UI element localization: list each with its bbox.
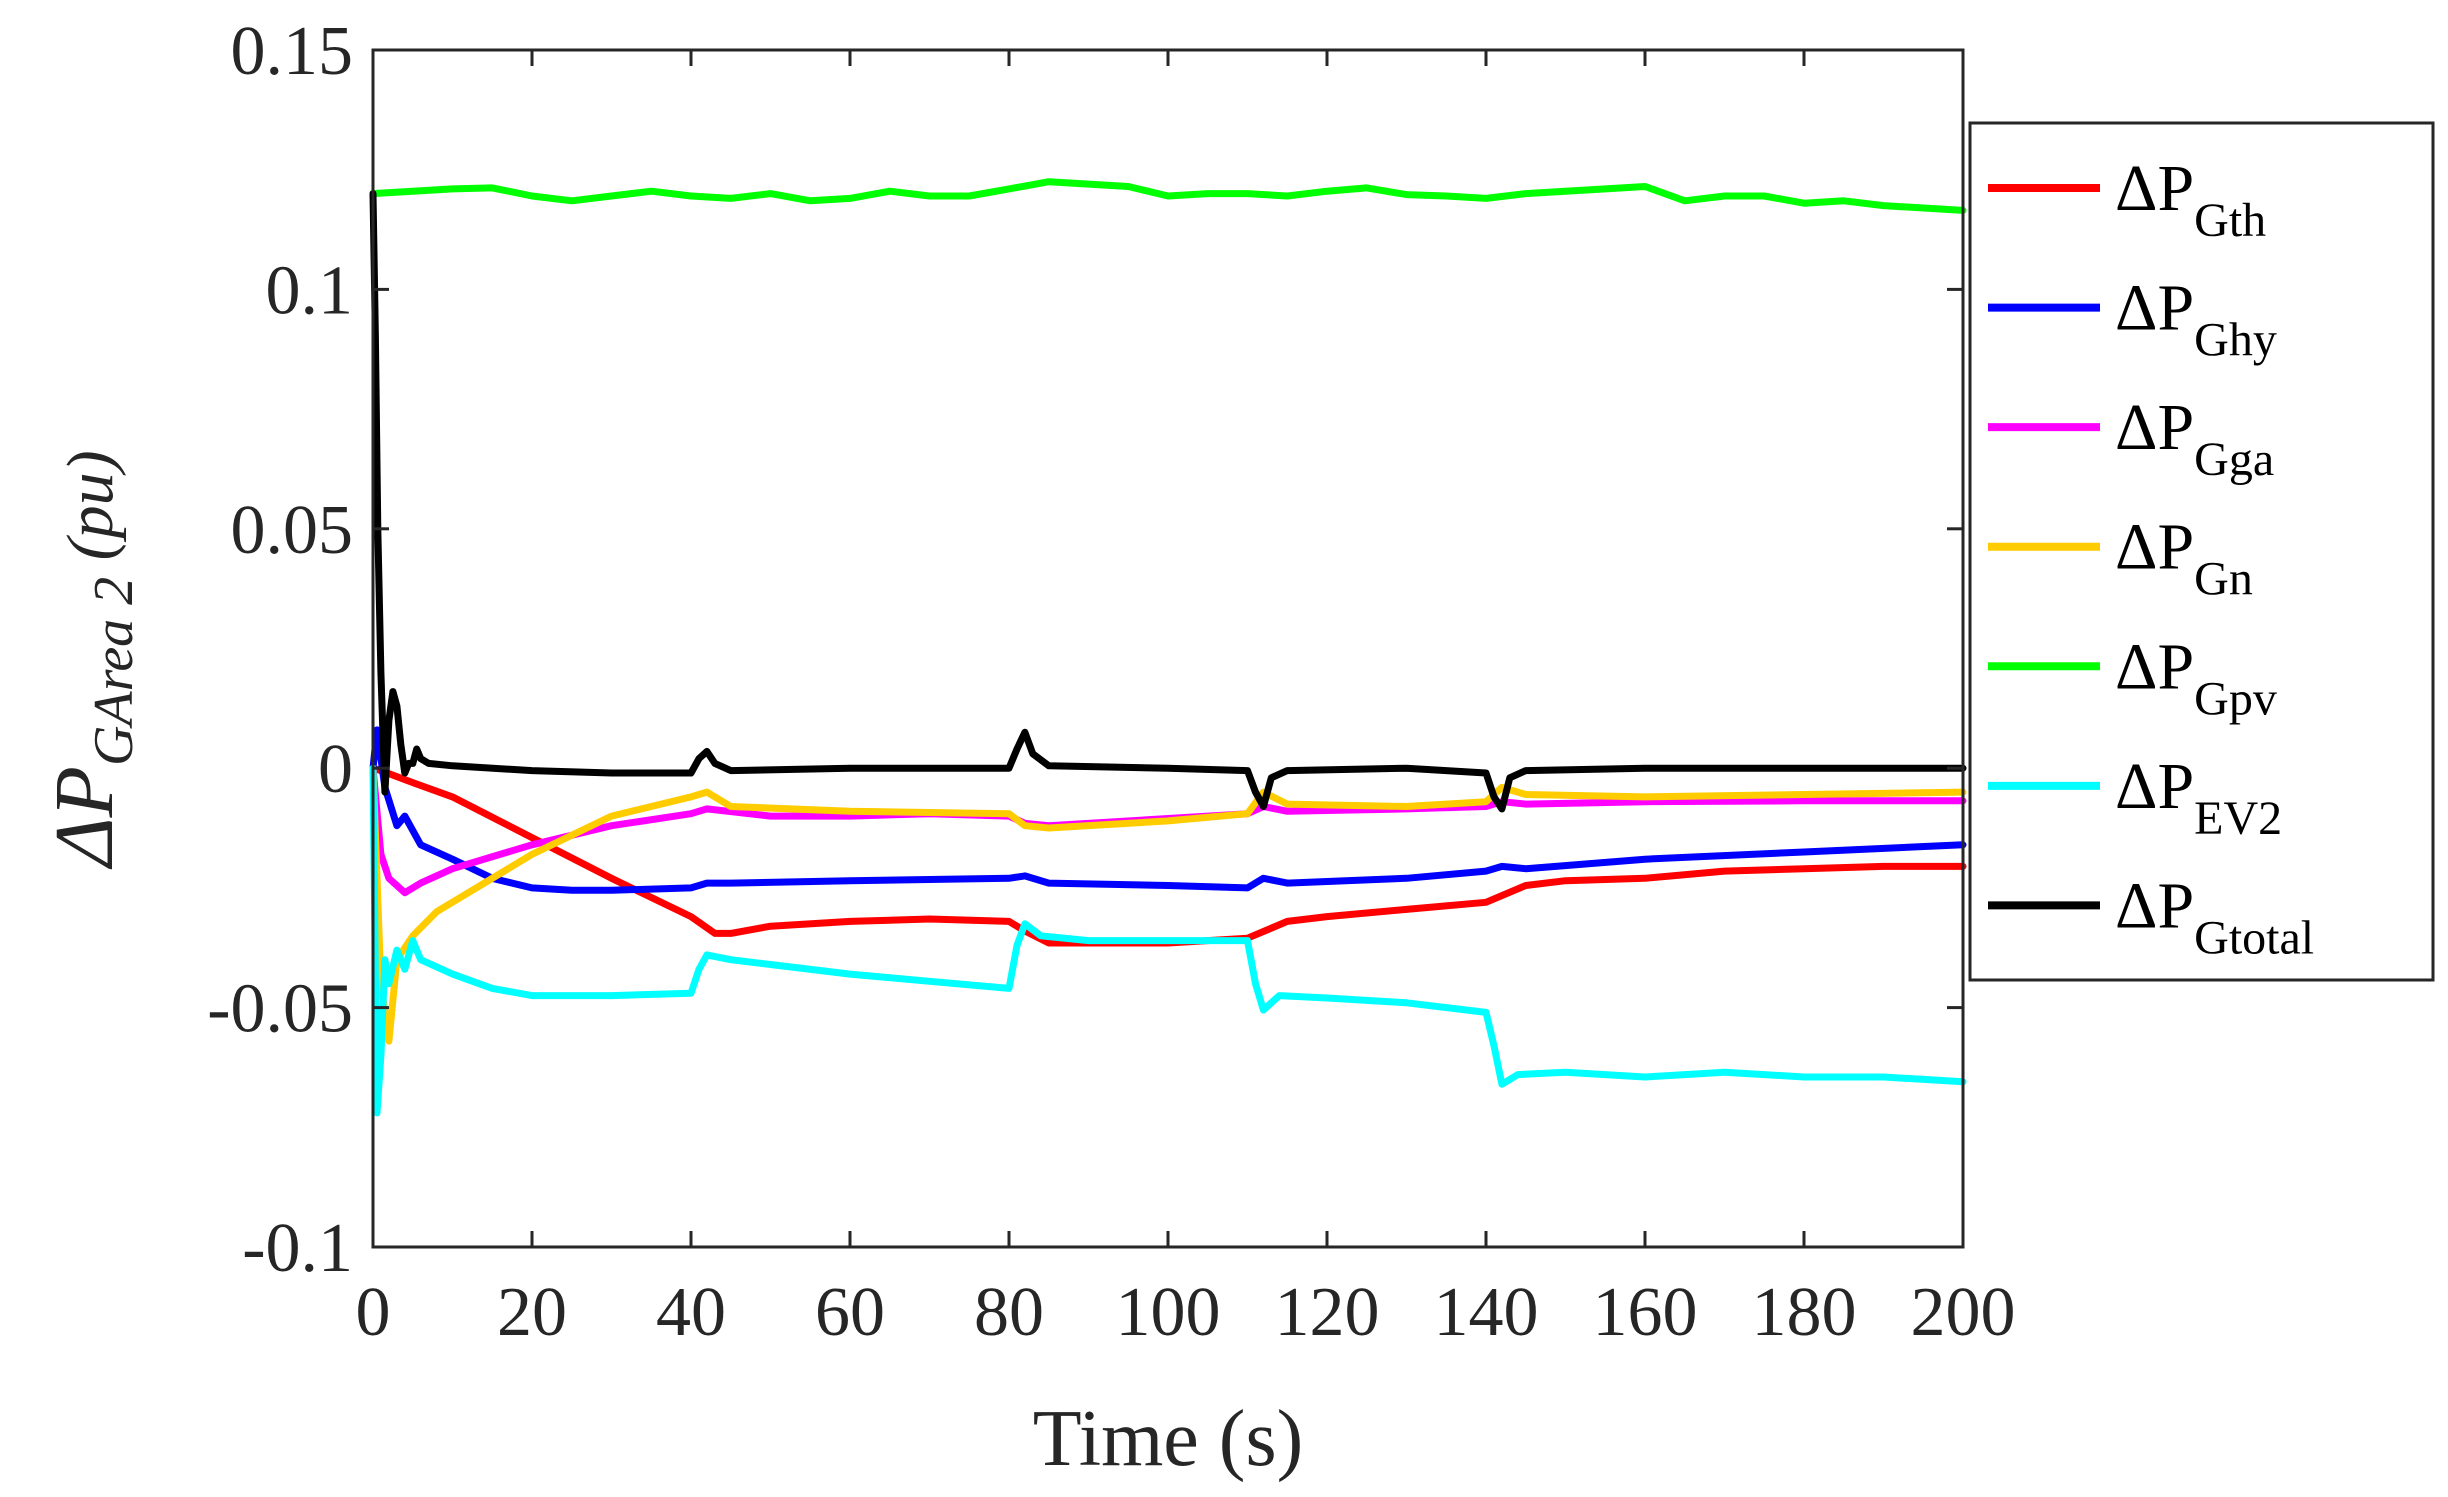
x-tick-label: 20 [497,1274,567,1351]
legend-items: ΔPGth ΔPGhy ΔPGga ΔPGn ΔPGpv ΔPEV2 ΔPGtotal [1988,152,2314,964]
legend-item-gpv: ΔPGpv [1988,630,2277,725]
legend-item-ghy: ΔPGhy [1988,272,2277,367]
x-tick-label: 60 [815,1274,885,1351]
series-line-gn [369,764,1967,1045]
x-tick-label: 120 [1275,1274,1380,1351]
plot-lines [369,178,1967,1117]
legend-label: ΔPGhy [2115,272,2277,367]
legend-label: ΔPGtotal [2115,869,2314,964]
legend-item-gth: ΔPGth [1988,152,2266,247]
x-tick-label: 180 [1752,1274,1857,1351]
x-axis-label: Time (s) [1033,1395,1303,1483]
x-tick-label: 80 [974,1274,1044,1351]
x-tick-label: 40 [656,1274,726,1351]
series-line-ghy [369,726,1967,894]
legend-label: ΔPGn [2115,511,2253,606]
legend-label: ΔPEV2 [2115,750,2282,845]
x-tick-label: 160 [1593,1274,1698,1351]
legend: ΔPGth ΔPGhy ΔPGga ΔPGn ΔPGpv ΔPEV2 ΔPGtotal [1968,121,2435,982]
y-tick-label: 0.05 [231,492,354,569]
axis-tick-labels: 0 20 40 60 80 100 120 140 160 180 200 -0.1 -0.05 0 0.0… [207,13,2015,1351]
y-axis-label-unit: (pu) [54,450,127,576]
legend-label: ΔPGga [2115,391,2274,486]
y-tick-label: 0.15 [231,13,354,90]
y-tick-label: -0.1 [242,1210,353,1287]
series-line-ev2 [369,764,1967,1117]
series-line-gth [369,764,1967,947]
legend-box [1968,121,2435,982]
series-line-gpv [369,178,1967,214]
x-tick-label: 0 [356,1274,391,1351]
legend-item-gn: ΔPGn [1988,511,2253,606]
y-tick-label: 0.1 [266,252,354,329]
series-line-gtotal [369,190,1967,813]
legend-item-ev2: ΔPEV2 [1988,750,2282,845]
x-tick-label: 100 [1116,1274,1221,1351]
y-axis-label-main: ΔP [38,766,131,870]
x-tick-label: 200 [1911,1274,2016,1351]
legend-item-gga: ΔPGga [1988,391,2274,486]
y-tick-label: 0 [318,731,353,808]
y-axis-label: ΔPGArea 2 (pu) [38,450,145,869]
legend-item-gtotal: ΔPGtotal [1988,869,2314,964]
legend-label: ΔPGpv [2115,630,2277,725]
x-tick-label: 140 [1434,1274,1539,1351]
y-tick-label: -0.05 [207,971,353,1048]
axis-ticks [371,48,1965,1249]
legend-label: ΔPGth [2115,152,2266,247]
y-axis-label-subscript: GArea 2 [83,577,145,766]
